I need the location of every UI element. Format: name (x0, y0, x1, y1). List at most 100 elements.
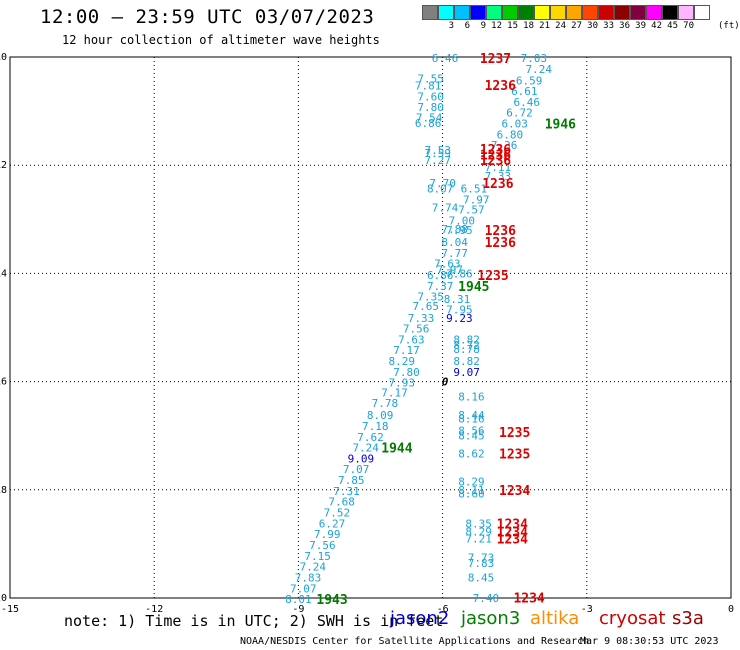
swh-value-label: 7.99 (314, 528, 341, 541)
time-label: 1236 (480, 154, 511, 169)
legend-s3a: s3a (672, 608, 704, 629)
scale-label: 27 (571, 21, 582, 31)
time-label: 1236 (480, 143, 511, 158)
swh-value-label: 8.78 (453, 343, 480, 356)
scale-label: 24 (555, 21, 566, 31)
swh-value-label: 7.74 (432, 201, 459, 214)
swh-value-label: 7.59 (425, 147, 452, 160)
scale-label: 18 (523, 21, 534, 31)
scale-swatch (598, 5, 614, 20)
swh-value-label: 6.03 (501, 118, 528, 131)
swh-value-label: 6.59 (516, 74, 543, 87)
time-label: 1236 (485, 79, 516, 94)
swh-value-label: 6.80 (497, 128, 524, 141)
scale-swatch (646, 5, 662, 20)
swh-value-label: 7.70 (429, 177, 456, 190)
swh-value-label: 6.46 (513, 96, 540, 109)
swh-value-label: 7.56 (309, 539, 336, 552)
swh-value-label: 7.97 (463, 193, 490, 206)
scale-swatch (518, 5, 534, 20)
swh-value-label: 8.31 (444, 293, 471, 306)
swh-value-label: 7.36 (491, 139, 518, 152)
swh-value-label: 9.23 (446, 312, 473, 325)
swh-value-label: 7.80 (417, 101, 444, 114)
swh-value-label: 7.83 (295, 571, 322, 584)
time-label: 1236 (482, 177, 513, 192)
scale-swatch (422, 5, 438, 20)
time-label: 1234 (499, 484, 530, 499)
swh-value-label: 8.82 (453, 355, 480, 368)
y-tick-label: -16 (0, 377, 7, 388)
scale-label: 3 (448, 21, 454, 31)
footer-org: NOAA/NESDIS Center for Satellite Applica… (240, 636, 590, 647)
swh-value-label: 7.57 (458, 204, 485, 217)
swh-value-label: 8.29 (465, 525, 492, 538)
swh-value-label: 7.52 (324, 507, 351, 520)
scale-label: 33 (603, 21, 614, 31)
swh-value-label: 7.17 (393, 344, 420, 357)
swh-value-label: 7.53 (425, 144, 452, 157)
scale-label: 30 (587, 21, 598, 31)
legend-cryosat: cryosat (599, 608, 666, 629)
swh-value-label: 8.62 (458, 448, 485, 461)
swh-value-label: 7.88 (441, 223, 468, 236)
swh-value-label: 7.54 (416, 112, 443, 125)
chart-title: 12:00 – 23:59 UTC 03/07/2023 (40, 6, 375, 28)
scale-swatch (566, 5, 582, 20)
scale-swatch (678, 5, 694, 20)
swh-value-label: 8.16 (458, 391, 485, 404)
scale-label: 6 (464, 21, 470, 31)
swh-value-label: 8.09 (367, 409, 394, 422)
swh-value-label: 8.45 (458, 430, 485, 443)
scale-label: 42 (651, 21, 662, 31)
plot-frame (9, 56, 732, 599)
scale-label: 45 (667, 21, 678, 31)
swh-value-label: 7.21 (465, 532, 492, 545)
color-scale-unit: (ft) (718, 21, 740, 31)
legend-altika: altika (530, 608, 580, 629)
swh-value-label: 8.07 (427, 182, 454, 195)
x-tick-label: -3 (581, 604, 593, 615)
swh-value-label: 7.78 (372, 397, 399, 410)
swh-value-label: 7.77 (441, 247, 468, 260)
scale-swatch (582, 5, 598, 20)
swh-value-label: 6.86 (427, 269, 454, 282)
swh-value-label: 8.35 (465, 517, 492, 530)
swh-value-label: 8.44 (458, 409, 485, 422)
swh-value-label: 8.45 (468, 571, 495, 584)
swh-value-label: 9.09 (348, 452, 375, 465)
x-tick-label: -6 (437, 604, 449, 615)
swh-value-label: 7.00 (449, 214, 476, 227)
swh-value-label: 7.40 (473, 592, 500, 605)
swh-value-label: 8.56 (458, 424, 485, 437)
swh-value-label: 7.15 (304, 550, 331, 563)
scale-label: 12 (491, 21, 502, 31)
swh-value-label: 7.80 (393, 366, 420, 379)
y-tick-label: -20 (0, 593, 7, 604)
swh-value-label: 7.03 (521, 52, 548, 65)
time-label: 1234 (497, 517, 528, 532)
scale-swatch (550, 5, 566, 20)
scale-swatch (694, 5, 710, 20)
scale-swatch (454, 5, 470, 20)
x-tick-label: -15 (1, 604, 19, 615)
swh-value-label: 8.72 (453, 339, 480, 352)
time-label: 1946 (545, 118, 576, 133)
swh-value-label: 7.33 (485, 170, 512, 183)
time-label: 1235 (477, 269, 508, 284)
swh-value-label: 7.86 (446, 267, 473, 280)
color-scale-labels: 3 6 9 12 15 18 21 24 27 30 33 36 39 42 45 70 (422, 21, 694, 31)
swh-value-label: 7.17 (381, 386, 408, 399)
time-label: 1235 (499, 426, 530, 441)
swh-value-label: 7.63 (398, 333, 425, 346)
swh-value-label: 7.24 (525, 63, 552, 76)
swh-value-label: 7.07 (290, 582, 317, 595)
scale-label: 21 (539, 21, 550, 31)
legend-jason3: jason3 (461, 608, 521, 629)
time-label: 1236 (485, 236, 516, 251)
swh-value-label: 7.11 (485, 161, 512, 174)
scale-label: 39 (635, 21, 646, 31)
y-tick-label: -12 (0, 160, 7, 171)
legend-note: note: 1) Time is in UTC; 2) SWH is in fe… (64, 612, 444, 630)
swh-value-label: 7.55 (417, 73, 444, 86)
